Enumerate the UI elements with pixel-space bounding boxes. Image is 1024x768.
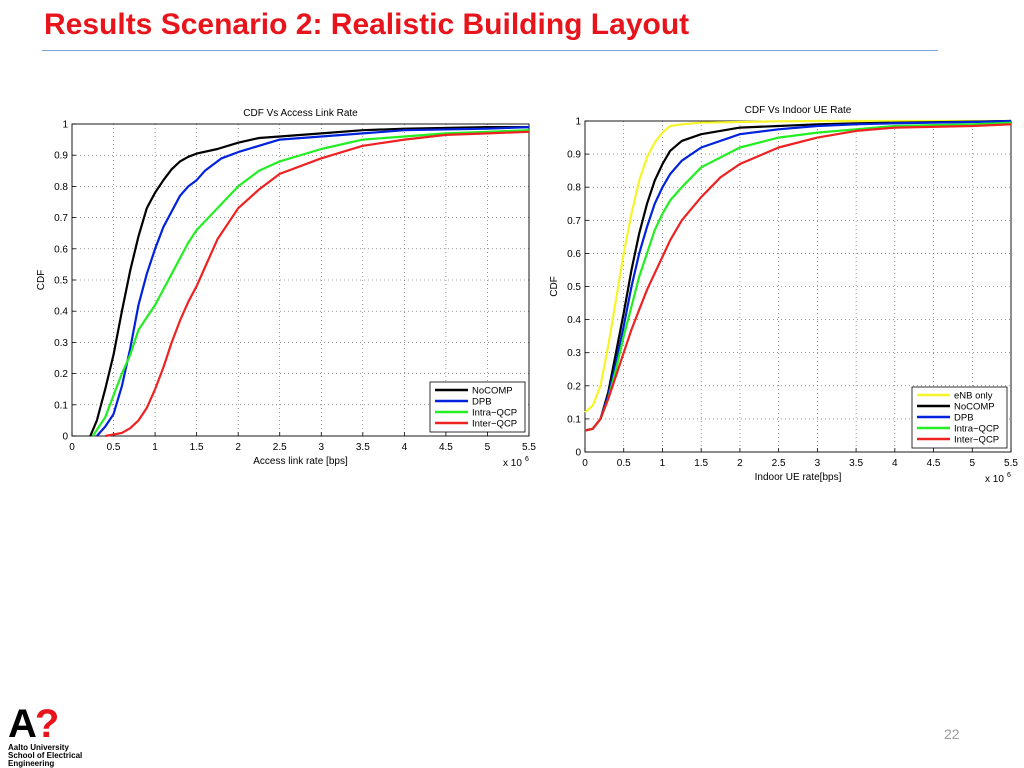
series-line xyxy=(89,126,529,437)
y-tick-label: 0.2 xyxy=(567,381,581,392)
plot-frame xyxy=(71,123,530,437)
chart-title: CDF Vs Access Link Rate xyxy=(243,108,358,119)
series-line xyxy=(584,119,1012,432)
chart-title: CDF Vs Indoor UE Rate xyxy=(745,105,852,116)
y-tick-label: 0.3 xyxy=(54,338,68,349)
x-tick-label: 0 xyxy=(582,458,588,469)
x-tick-label: 3 xyxy=(815,458,821,469)
legend-label: Intra−QCP xyxy=(472,408,517,419)
logo-text: Aalto University School of Electrical En… xyxy=(8,744,108,768)
legend-label: eNB only xyxy=(954,391,993,402)
x-tick-label: 0 xyxy=(69,442,75,453)
x-tick-label: 4.5 xyxy=(927,458,941,469)
y-tick-label: 0.1 xyxy=(567,414,581,425)
y-axis-label: CDF xyxy=(36,270,47,291)
page-number: 22 xyxy=(944,726,960,742)
y-tick-label: 0.6 xyxy=(567,249,581,260)
y-tick-label: 0.6 xyxy=(54,244,68,255)
x-tick-label: 5 xyxy=(969,458,975,469)
x-multiplier-exponent: 6 xyxy=(1007,472,1011,479)
y-tick-label: 0.7 xyxy=(54,213,68,224)
x-tick-label: 5 xyxy=(485,442,491,453)
x-multiplier: x 10 xyxy=(503,458,522,469)
x-tick-label: 1 xyxy=(660,458,666,469)
x-tick-label: 1.5 xyxy=(190,442,204,453)
legend-label: DPB xyxy=(954,413,974,424)
x-tick-label: 5.5 xyxy=(1004,458,1018,469)
y-tick-label: 0.2 xyxy=(54,369,68,380)
y-tick-label: 0.7 xyxy=(567,216,581,227)
y-tick-label: 0.4 xyxy=(567,315,581,326)
x-tick-label: 4.5 xyxy=(439,442,453,453)
logo-line-school: School of Electrical xyxy=(8,751,83,760)
logo-symbol: ? xyxy=(34,702,59,746)
x-multiplier-exponent: 6 xyxy=(525,456,529,463)
x-tick-label: 0.5 xyxy=(107,442,121,453)
x-tick-label: 3.5 xyxy=(849,458,863,469)
y-tick-label: 0 xyxy=(62,432,68,443)
legend-label: Inter−QCP xyxy=(472,419,517,430)
x-tick-label: 4 xyxy=(892,458,898,469)
legend-label: NoCOMP xyxy=(472,386,513,397)
x-tick-label: 3 xyxy=(318,442,324,453)
x-tick-label: 3.5 xyxy=(356,442,370,453)
chart-indoor-ue-rate: 0 0.5 1 1.5 2 2.5 3 3.5 4 4.5 5 5.5 0 0.1 0.2 0.3 0.4 0.5… xyxy=(549,105,1018,485)
series-line xyxy=(584,123,1012,432)
logo-line-university: Aalto University xyxy=(8,743,69,752)
series-line xyxy=(584,119,1012,432)
legend-label: Inter−QCP xyxy=(954,435,999,446)
x-tick-label: 4 xyxy=(402,442,408,453)
y-tick-label: 0.3 xyxy=(567,348,581,359)
logo-line-engineering: Engineering xyxy=(8,759,55,768)
x-tick-label: 1 xyxy=(152,442,158,453)
legend-label: Intra−QCP xyxy=(954,424,999,435)
x-tick-label: 5.5 xyxy=(522,442,536,453)
title-divider xyxy=(42,50,938,51)
legend-label: NoCOMP xyxy=(954,402,995,413)
x-tick-label: 2 xyxy=(737,458,743,469)
x-multiplier: x 10 xyxy=(985,474,1004,485)
series-line xyxy=(104,130,530,438)
y-tick-label: 1 xyxy=(62,120,68,131)
y-tick-label: 1 xyxy=(575,117,581,128)
y-tick-label: 0 xyxy=(575,448,581,459)
series-line xyxy=(91,129,530,437)
y-tick-label: 0.9 xyxy=(54,151,68,162)
aalto-logo: A? Aalto University School of Electrical… xyxy=(8,704,108,768)
y-tick-label: 0.9 xyxy=(567,150,581,161)
logo-mark: A? xyxy=(8,702,59,746)
y-tick-label: 0.8 xyxy=(567,183,581,194)
slide-title: Results Scenario 2: Realistic Building L… xyxy=(44,8,690,41)
y-tick-label: 0.5 xyxy=(567,282,581,293)
y-tick-label: 0.4 xyxy=(54,307,68,318)
y-tick-label: 0.5 xyxy=(54,276,68,287)
logo-letter: A xyxy=(8,702,37,746)
chart-access-link-rate: 0 0.5 1 1.5 2 2.5 3 3.5 4 4.5 5 5.5 0 0.1 0.2 0.3 0.4 0.5… xyxy=(36,108,536,469)
x-axis-label: Indoor UE rate[bps] xyxy=(755,472,842,483)
y-tick-label: 0.1 xyxy=(54,400,68,411)
x-tick-label: 2.5 xyxy=(273,442,287,453)
x-tick-label: 2 xyxy=(235,442,241,453)
legend-label: DPB xyxy=(472,397,492,408)
x-tick-label: 2.5 xyxy=(772,458,786,469)
x-tick-label: 0.5 xyxy=(617,458,631,469)
x-tick-label: 1.5 xyxy=(694,458,708,469)
y-tick-label: 0.8 xyxy=(54,182,68,193)
y-axis-label: CDF xyxy=(549,276,560,297)
x-axis-label: Access link rate [bps] xyxy=(253,456,348,467)
series-line xyxy=(584,119,1011,414)
